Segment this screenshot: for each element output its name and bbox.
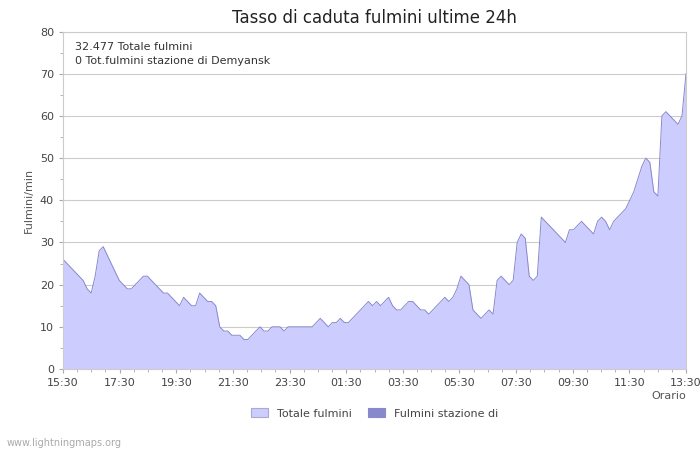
X-axis label: Orario: Orario <box>651 391 686 401</box>
Text: 32.477 Totale fulmini
0 Tot.fulmini stazione di Demyansk: 32.477 Totale fulmini 0 Tot.fulmini staz… <box>76 42 271 67</box>
Y-axis label: Fulmini/min: Fulmini/min <box>25 168 34 233</box>
Title: Tasso di caduta fulmini ultime 24h: Tasso di caduta fulmini ultime 24h <box>232 9 517 27</box>
Legend: Totale fulmini, Fulmini stazione di: Totale fulmini, Fulmini stazione di <box>246 403 503 424</box>
Text: www.lightningmaps.org: www.lightningmaps.org <box>7 438 122 448</box>
